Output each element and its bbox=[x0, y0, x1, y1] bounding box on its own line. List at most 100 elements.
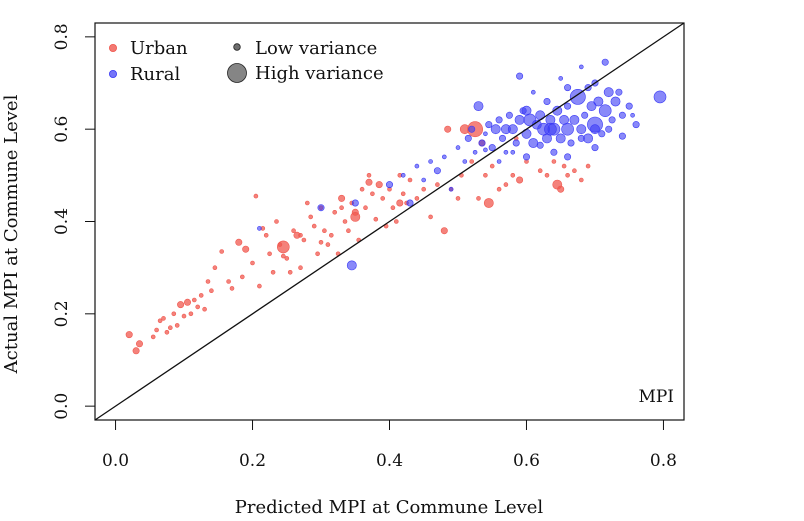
rural-point bbox=[483, 131, 488, 137]
rural-point bbox=[632, 121, 640, 129]
rural-point bbox=[510, 150, 516, 155]
legend-rural-marker bbox=[109, 70, 118, 79]
urban-point bbox=[346, 228, 351, 233]
rural-point bbox=[558, 76, 564, 81]
rural-point bbox=[516, 72, 524, 80]
urban-point bbox=[544, 173, 550, 178]
rural-point bbox=[536, 141, 544, 149]
rural-point bbox=[522, 153, 530, 161]
urban-point bbox=[132, 347, 140, 355]
rural-point bbox=[593, 96, 604, 107]
y-axis-title: Actual MPI at Commune Level bbox=[1, 94, 22, 374]
rural-point bbox=[421, 177, 427, 183]
urban-point bbox=[332, 210, 338, 215]
urban-point bbox=[516, 176, 524, 184]
urban-point bbox=[375, 181, 383, 189]
urban-point bbox=[496, 186, 502, 192]
rural-point bbox=[505, 111, 513, 119]
rural-point bbox=[567, 139, 575, 147]
urban-point bbox=[184, 298, 192, 306]
rural-point bbox=[618, 111, 626, 119]
legend-high-variance-marker bbox=[227, 63, 247, 83]
rural-point bbox=[577, 134, 585, 142]
rural-point bbox=[586, 101, 597, 111]
reference-line-y-equals-x bbox=[94, 22, 685, 421]
rural-point bbox=[564, 84, 572, 92]
legend-low-variance-label: Low variance bbox=[255, 38, 377, 59]
urban-point bbox=[136, 340, 144, 348]
legend-low-variance-marker bbox=[233, 43, 241, 51]
urban-point bbox=[267, 251, 272, 257]
rural-point bbox=[576, 124, 587, 135]
urban-point bbox=[342, 219, 348, 224]
urban-point bbox=[338, 194, 346, 202]
rural-point bbox=[564, 153, 572, 161]
urban-point bbox=[195, 304, 200, 310]
urban-point bbox=[551, 159, 557, 164]
rural-point bbox=[406, 199, 414, 207]
urban-point bbox=[311, 223, 317, 229]
urban-point bbox=[161, 316, 166, 321]
panel-annotation: MPI bbox=[638, 387, 674, 407]
urban-point bbox=[308, 214, 314, 220]
rural-point bbox=[552, 105, 563, 116]
points-layer bbox=[125, 58, 667, 355]
urban-point bbox=[561, 163, 567, 169]
urban-point bbox=[242, 245, 250, 253]
urban-point bbox=[370, 191, 375, 197]
urban-point bbox=[390, 205, 396, 210]
rural-point bbox=[605, 125, 613, 133]
urban-point bbox=[205, 279, 211, 284]
x-tick-label: 0.2 bbox=[239, 451, 266, 471]
urban-point bbox=[276, 240, 290, 254]
rural-point bbox=[601, 58, 609, 66]
y-tick-label: 0.8 bbox=[52, 23, 72, 50]
rural-point bbox=[598, 130, 606, 138]
urban-point bbox=[219, 249, 224, 254]
rural-point bbox=[569, 89, 586, 105]
urban-point bbox=[444, 125, 452, 133]
urban-point bbox=[440, 227, 448, 235]
rural-point bbox=[448, 186, 454, 192]
urban-point bbox=[298, 233, 303, 238]
y-tick-label: 0.6 bbox=[52, 116, 72, 143]
rural-point bbox=[472, 150, 478, 155]
x-tick-label: 0.0 bbox=[102, 451, 129, 471]
urban-point bbox=[585, 163, 591, 169]
x-tick-label: 0.8 bbox=[650, 451, 677, 471]
urban-point bbox=[188, 311, 194, 317]
rural-point bbox=[521, 105, 532, 116]
rural-point bbox=[514, 115, 525, 125]
x-axis-title: Predicted MPI at Commune Level bbox=[235, 497, 544, 516]
urban-point bbox=[328, 233, 334, 238]
urban-point bbox=[476, 196, 481, 201]
rural-point bbox=[385, 181, 393, 189]
urban-point bbox=[483, 173, 488, 178]
urban-point bbox=[280, 253, 286, 259]
urban-point bbox=[177, 301, 185, 309]
x-tick-label: 0.6 bbox=[513, 451, 540, 471]
rural-point bbox=[351, 199, 359, 207]
rural-point bbox=[615, 88, 623, 96]
rural-point bbox=[478, 139, 486, 147]
rural-point bbox=[483, 147, 488, 153]
rural-point bbox=[503, 150, 509, 155]
rural-point bbox=[564, 102, 572, 110]
rural-point bbox=[528, 138, 539, 148]
urban-point bbox=[393, 219, 399, 224]
urban-point bbox=[212, 265, 218, 271]
urban-point bbox=[359, 186, 365, 192]
urban-point bbox=[557, 185, 565, 193]
rural-point bbox=[561, 122, 574, 136]
rural-point bbox=[414, 163, 420, 169]
urban-point bbox=[435, 182, 440, 187]
rural-point bbox=[490, 124, 501, 135]
legend-rural-label: Rural bbox=[130, 64, 180, 85]
urban-point bbox=[202, 306, 207, 312]
rural-point bbox=[512, 139, 520, 147]
urban-point bbox=[229, 286, 235, 291]
rural-point bbox=[400, 173, 406, 178]
urban-point bbox=[366, 173, 372, 178]
urban-point bbox=[396, 199, 404, 207]
